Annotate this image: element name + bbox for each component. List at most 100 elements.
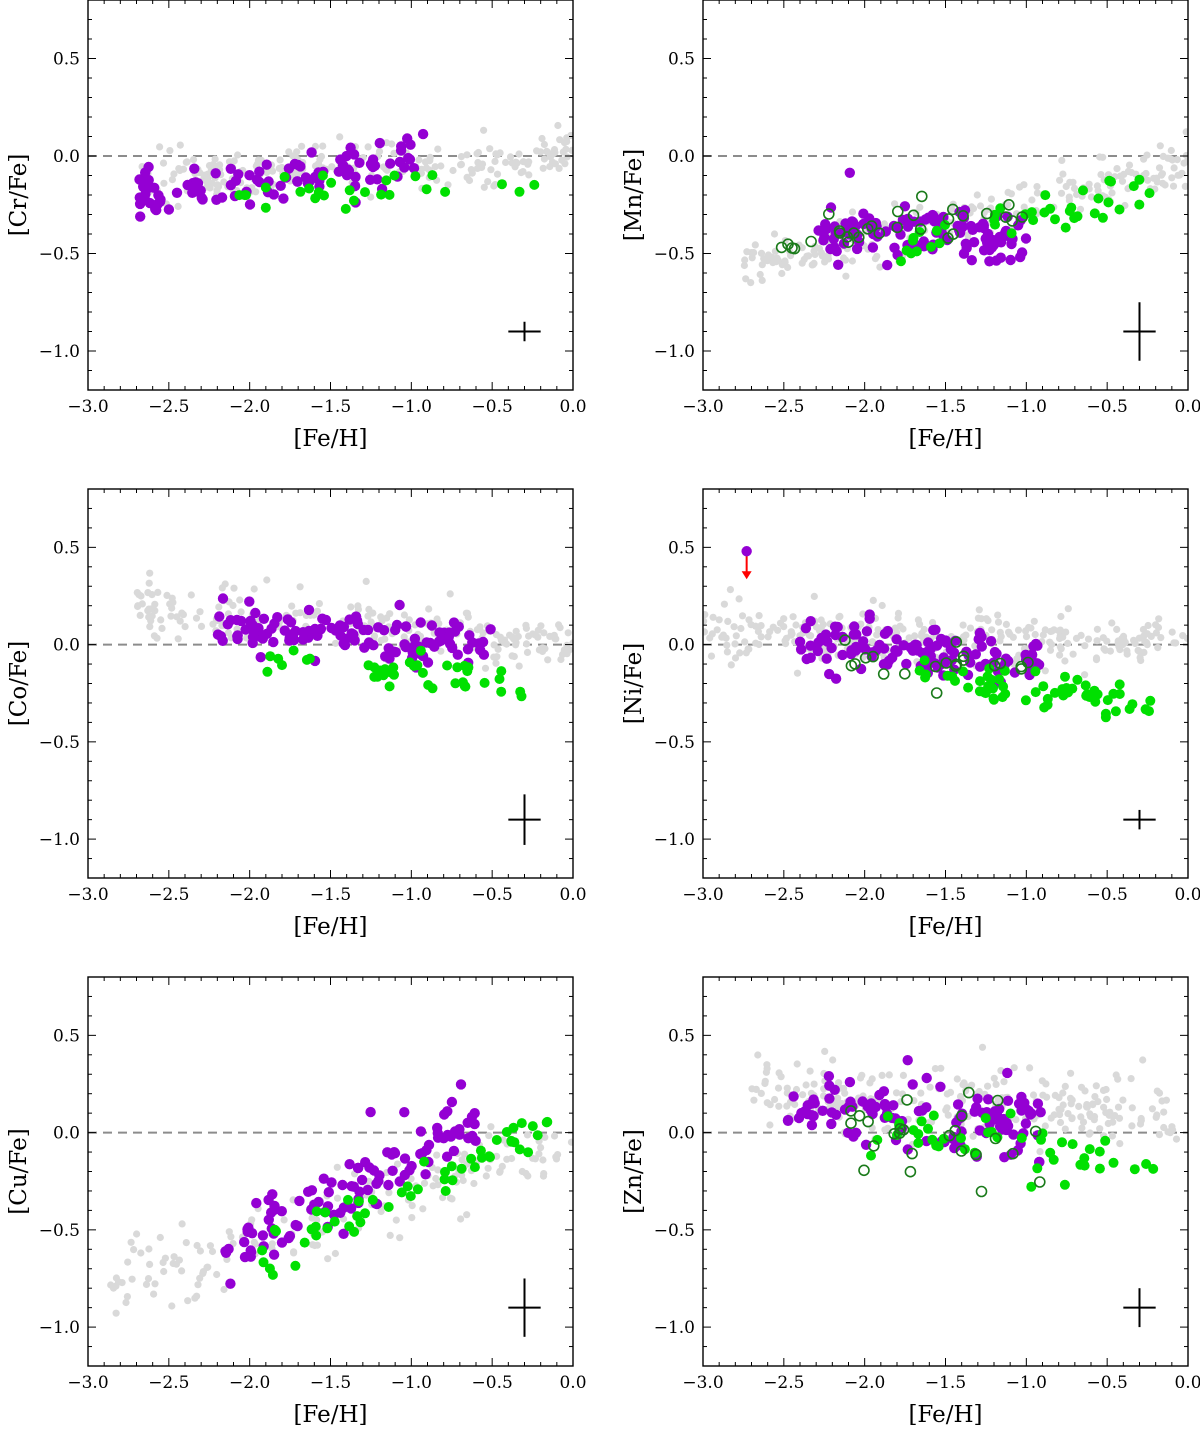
data-point bbox=[227, 1233, 235, 1241]
data-point bbox=[541, 1133, 549, 1141]
data-point bbox=[150, 632, 158, 640]
x-tick-label: −2.0 bbox=[229, 885, 270, 905]
data-point bbox=[251, 1240, 259, 1248]
data-point bbox=[196, 1247, 204, 1255]
data-point bbox=[260, 202, 271, 213]
data-point bbox=[859, 651, 872, 664]
data-point bbox=[946, 1088, 955, 1096]
data-point bbox=[1124, 167, 1132, 176]
data-point bbox=[866, 1150, 876, 1161]
data-point bbox=[400, 611, 408, 619]
data-point bbox=[824, 668, 835, 680]
data-point bbox=[496, 666, 507, 677]
data-point bbox=[250, 607, 261, 619]
data-point bbox=[1056, 651, 1064, 659]
data-point bbox=[378, 670, 389, 681]
data-point bbox=[1182, 128, 1188, 136]
data-point bbox=[353, 1196, 364, 1207]
data-point bbox=[295, 186, 306, 197]
y-tick-label: 0.5 bbox=[53, 50, 80, 70]
data-point bbox=[225, 1278, 236, 1289]
data-point bbox=[449, 166, 457, 175]
data-point bbox=[889, 242, 900, 253]
data-point bbox=[907, 645, 919, 656]
data-point bbox=[1025, 623, 1033, 632]
y-tick-label: −0.5 bbox=[654, 245, 695, 265]
data-point bbox=[269, 1224, 280, 1235]
data-point bbox=[224, 629, 232, 637]
x-tick-label: −2.0 bbox=[229, 397, 270, 417]
data-point bbox=[297, 634, 309, 645]
data-point bbox=[362, 577, 370, 586]
data-point bbox=[737, 624, 745, 633]
data-point bbox=[237, 608, 245, 616]
data-point bbox=[393, 1160, 402, 1168]
y-axis-label: [Mn/Fe] bbox=[621, 149, 647, 241]
data-point bbox=[873, 227, 886, 239]
data-point bbox=[384, 681, 395, 692]
data-point bbox=[1030, 617, 1038, 625]
data-point bbox=[498, 1162, 506, 1170]
data-point bbox=[805, 235, 817, 248]
data-point bbox=[523, 1131, 532, 1139]
data-point bbox=[942, 213, 955, 225]
data-point bbox=[991, 648, 1002, 659]
data-point bbox=[344, 1159, 355, 1170]
data-point bbox=[425, 637, 436, 649]
data-point bbox=[494, 674, 505, 684]
data-point bbox=[1078, 1124, 1086, 1132]
data-point bbox=[441, 1151, 453, 1162]
data-point bbox=[1155, 615, 1163, 623]
data-point bbox=[491, 157, 499, 165]
data-point bbox=[1155, 164, 1164, 172]
x-tick-label: −1.5 bbox=[925, 397, 966, 417]
data-point bbox=[464, 630, 475, 641]
data-point bbox=[984, 617, 992, 625]
data-point bbox=[455, 1079, 467, 1090]
data-point bbox=[1050, 214, 1060, 225]
data-point bbox=[758, 261, 766, 269]
data-point bbox=[267, 1269, 278, 1280]
data-point bbox=[1114, 679, 1125, 690]
data-point bbox=[922, 646, 934, 657]
x-axis-label: [Fe/H] bbox=[293, 914, 367, 940]
data-point bbox=[434, 145, 442, 153]
data-point bbox=[555, 621, 563, 629]
series-purple bbox=[212, 593, 496, 673]
data-point bbox=[123, 1293, 131, 1301]
data-point bbox=[392, 1216, 400, 1224]
data-point bbox=[899, 1071, 908, 1079]
data-point bbox=[223, 1243, 234, 1255]
data-point bbox=[239, 1236, 250, 1248]
data-point bbox=[1094, 1163, 1105, 1174]
data-point bbox=[194, 1281, 202, 1289]
data-point bbox=[931, 1065, 940, 1073]
data-point bbox=[182, 158, 190, 166]
data-point bbox=[196, 1274, 204, 1282]
data-point bbox=[567, 1138, 573, 1146]
data-point bbox=[974, 222, 985, 233]
data-point bbox=[848, 257, 857, 265]
data-point bbox=[1103, 1095, 1111, 1103]
data-point bbox=[878, 643, 890, 654]
data-point bbox=[777, 1073, 785, 1081]
data-point bbox=[988, 626, 996, 634]
data-point bbox=[916, 1116, 927, 1127]
data-point bbox=[946, 203, 959, 216]
data-point bbox=[962, 1086, 975, 1099]
y-tick-label: 0.0 bbox=[668, 636, 695, 656]
data-point bbox=[991, 1094, 1004, 1107]
data-point bbox=[539, 1156, 547, 1164]
plot-area bbox=[703, 546, 1188, 723]
data-point bbox=[810, 1080, 818, 1088]
data-point bbox=[1097, 212, 1108, 223]
data-point bbox=[980, 1113, 991, 1124]
data-point bbox=[1022, 633, 1031, 641]
data-point bbox=[917, 1089, 925, 1097]
data-point bbox=[799, 1091, 807, 1099]
data-point bbox=[331, 1249, 339, 1258]
data-point bbox=[994, 618, 1003, 626]
data-point bbox=[159, 159, 168, 167]
data-point bbox=[477, 636, 489, 648]
data-point bbox=[891, 200, 899, 208]
